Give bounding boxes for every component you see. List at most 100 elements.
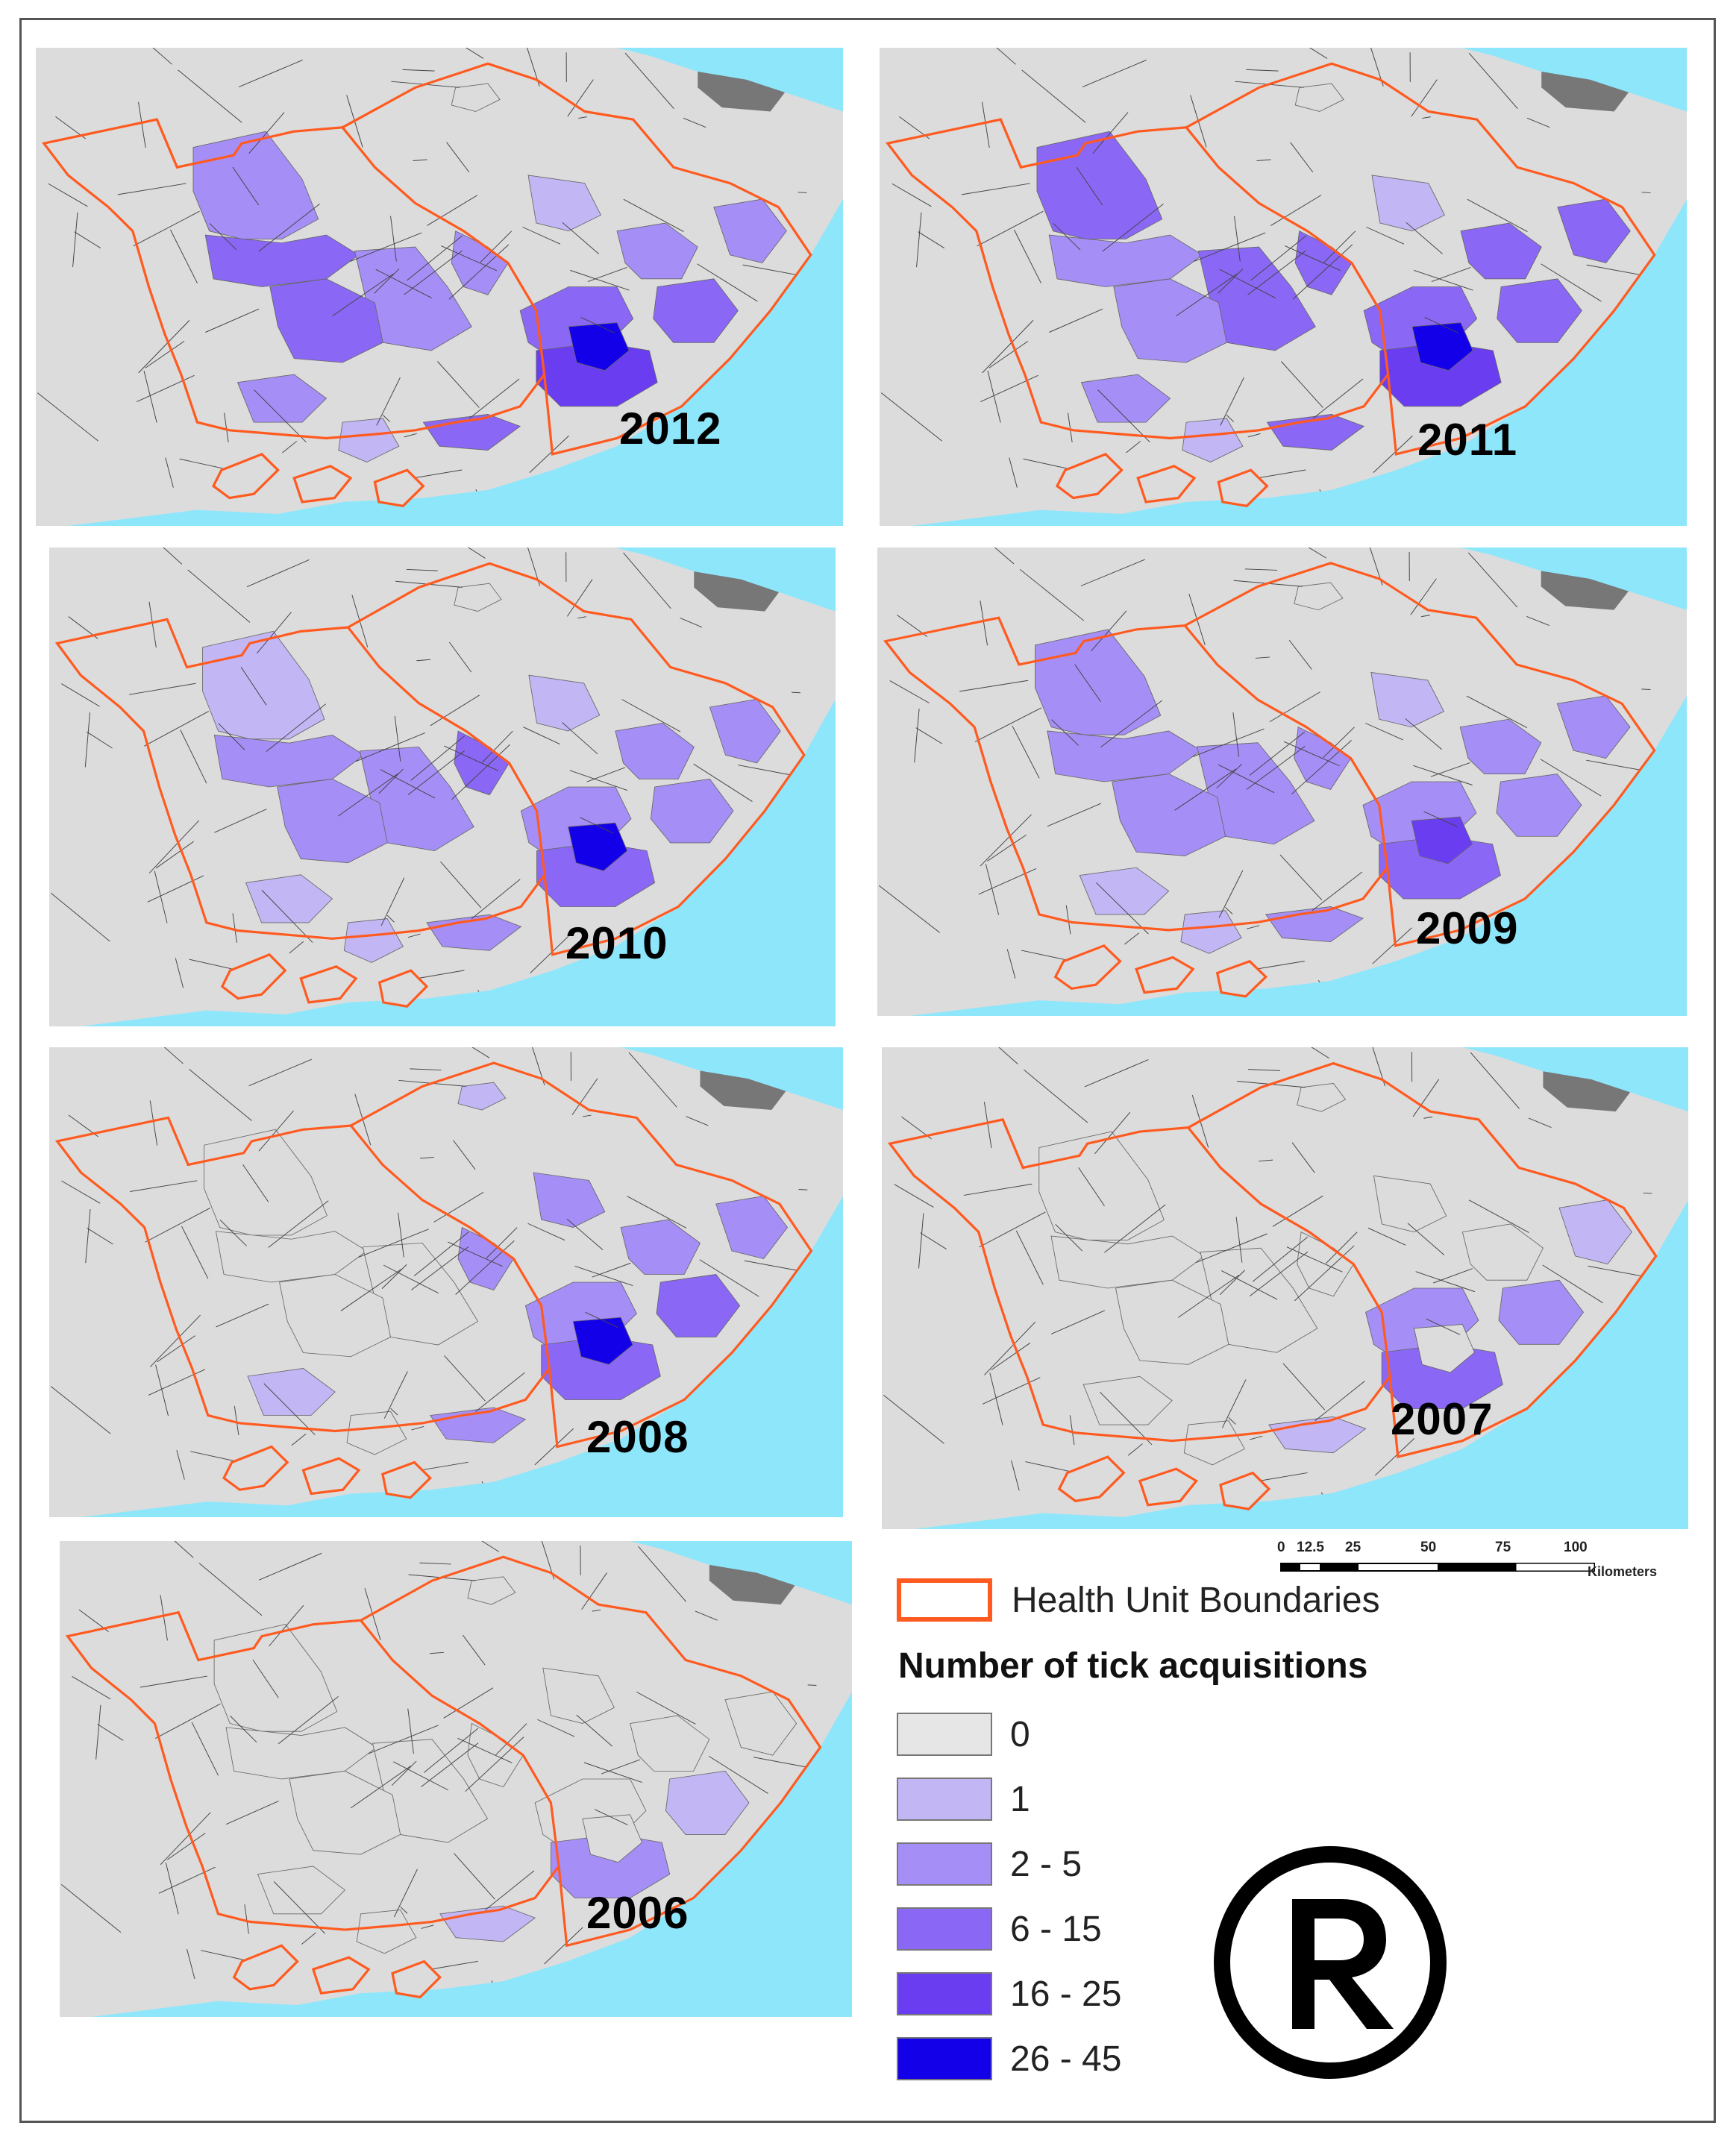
district-15 [1182, 418, 1244, 463]
island-1 [292, 465, 353, 503]
township-line [258, 204, 320, 252]
township-line [149, 1100, 158, 1146]
township-line [170, 229, 198, 283]
township-line [1410, 578, 1437, 615]
township-line [160, 1812, 211, 1866]
township-line [155, 1364, 169, 1416]
township-line [244, 1904, 249, 1934]
township-line [570, 269, 630, 291]
township-line [443, 1687, 494, 1719]
township-line [481, 1541, 500, 1552]
district-12 [1557, 198, 1631, 263]
township-line [1126, 441, 1141, 454]
township-line [48, 183, 88, 207]
township-line [176, 1450, 185, 1480]
township-line [441, 245, 498, 272]
island-1 [301, 1457, 361, 1496]
township-line [581, 1572, 607, 1610]
township-line [1074, 664, 1101, 702]
township-line [1084, 1059, 1149, 1088]
township-line [680, 618, 703, 628]
health-unit-boundaries [41, 62, 812, 456]
township-line [419, 1562, 451, 1565]
township-line [358, 1229, 429, 1258]
township-line [291, 1434, 307, 1446]
township-line [471, 879, 521, 920]
township-line [446, 142, 470, 173]
township-line [485, 1870, 535, 1911]
township-line [623, 552, 671, 609]
township-line [451, 744, 510, 800]
island-1 [299, 964, 358, 1004]
township-line [350, 1766, 411, 1809]
township-line [1091, 610, 1127, 652]
township-line [61, 683, 100, 707]
township-line [138, 320, 190, 374]
township-line [1127, 1443, 1143, 1456]
map-2012 [36, 48, 843, 526]
township-line [562, 222, 599, 254]
legend-swatch-4 [897, 1972, 992, 2015]
township-line [1225, 907, 1233, 914]
township-line [248, 112, 285, 154]
township-line [1011, 1460, 1020, 1491]
township-line [983, 1377, 1041, 1405]
township-line [133, 210, 200, 247]
township-line [883, 1394, 944, 1444]
township-line [181, 1226, 209, 1279]
township-line [437, 361, 480, 408]
township-line [980, 600, 988, 646]
district-12 [715, 1196, 789, 1259]
township-line [1641, 192, 1651, 193]
township-line [175, 958, 184, 988]
township-line [1259, 1159, 1273, 1162]
township-line [959, 680, 1029, 692]
township-line [376, 377, 401, 426]
township-line [1290, 142, 1314, 173]
township-line [368, 1725, 439, 1754]
township-line [1195, 1233, 1267, 1264]
district-4 [1113, 278, 1227, 363]
township-line [1541, 263, 1602, 302]
district-8 [620, 1219, 701, 1275]
township-line [138, 101, 146, 148]
scale-tick-50: 50 [1420, 1540, 1437, 1555]
water-north [621, 1047, 843, 1110]
township-grid [37, 48, 821, 526]
township-line [982, 101, 990, 148]
district-10 [568, 322, 630, 371]
township-line [140, 1675, 207, 1688]
legend-swatch-2 [897, 1842, 992, 1886]
township-line [1424, 316, 1459, 333]
township-line [1051, 719, 1079, 746]
year-label-2006: 2006 [586, 1888, 689, 1938]
township-line [1423, 811, 1458, 828]
district-4 [269, 278, 383, 363]
district-6 [528, 674, 601, 732]
island-0 [222, 1445, 289, 1491]
map-panel-2009 [877, 548, 1687, 1016]
township-line [144, 711, 209, 747]
township-line [145, 1208, 211, 1243]
district-6 [533, 1172, 606, 1228]
township-line [1407, 1223, 1445, 1255]
township-line [224, 412, 229, 442]
district-13 [245, 874, 333, 923]
township-line [1246, 746, 1306, 790]
township-line [601, 1759, 640, 1775]
township-grid [50, 1047, 821, 1517]
township-line [1466, 695, 1528, 728]
district-13 [236, 374, 328, 423]
legend-class-label-2: 2 - 5 [1010, 1845, 1082, 1884]
township-line [1286, 1246, 1343, 1273]
district-4 [279, 1274, 392, 1358]
township-line [72, 1675, 111, 1700]
township-line [1244, 568, 1278, 571]
island-1 [1136, 465, 1197, 503]
township-line [486, 1227, 518, 1259]
township-line [1255, 656, 1270, 659]
township-line [578, 116, 587, 119]
township-line [1279, 854, 1323, 900]
township-line [1226, 415, 1235, 422]
district-10 [1411, 816, 1473, 865]
